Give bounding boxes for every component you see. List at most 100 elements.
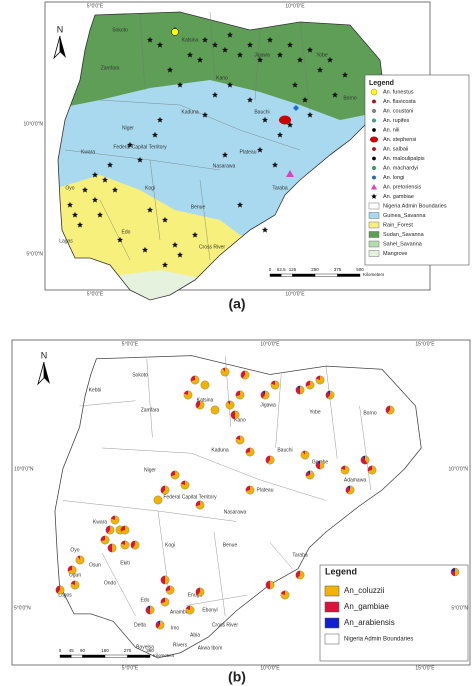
pie-slice [105, 525, 110, 534]
marker [127, 141, 133, 148]
state-label: Edo [122, 229, 131, 235]
legend-symbol [372, 118, 376, 123]
pie-slice [225, 400, 235, 410]
pie-slice [145, 606, 150, 615]
scale-label: 90 [80, 648, 86, 653]
scale-label: 360 [146, 648, 154, 653]
pie-slice [100, 535, 105, 542]
pie-slice [185, 605, 195, 615]
pie-slice [166, 585, 175, 595]
pie-slice [107, 543, 112, 553]
pie-outline [160, 485, 170, 495]
pie-outline [345, 485, 355, 495]
state-label: Ogun [69, 572, 81, 578]
pie-slice [101, 535, 110, 545]
pie-outline [153, 495, 163, 505]
scale-bar [104, 654, 128, 658]
north-label: N [41, 350, 48, 360]
state-label: Lagos [58, 592, 72, 598]
marker [82, 186, 88, 193]
pie-slice [230, 410, 235, 420]
lat-label: 5°0'0"N [14, 605, 31, 611]
marker [262, 116, 268, 123]
pie-outline [100, 535, 110, 545]
pie-outline [450, 567, 460, 577]
state-label: Ondo [104, 580, 116, 586]
pie-slice [305, 471, 310, 477]
marker [327, 56, 333, 63]
pie-slice [160, 597, 165, 604]
state-label: Cross River [212, 622, 238, 628]
state-label: Cross River [199, 244, 225, 250]
pie-slice [295, 570, 300, 579]
pie-outline [235, 435, 245, 445]
scale-bar [71, 654, 83, 658]
pie-outline [130, 540, 140, 550]
state-label: Kwara [93, 519, 107, 525]
pie-slice [197, 587, 205, 597]
pie-outline [220, 367, 230, 377]
marker [177, 81, 183, 88]
pie-slice [107, 525, 115, 535]
marker [222, 46, 228, 53]
pie-outline [280, 590, 290, 600]
pie-slice [197, 400, 205, 410]
pie-slice [220, 367, 230, 377]
legend-swatch [368, 250, 380, 257]
pie-slice [362, 455, 365, 460]
legend-label: Sahel_Savanna [383, 241, 423, 247]
state-label: Yobe [309, 409, 320, 415]
legend-label: Mangrove [383, 251, 407, 257]
state-label: Federal Capital Territory [163, 494, 217, 500]
marker [257, 146, 263, 153]
pie-slice [262, 390, 265, 395]
legend-label: An. funestus [383, 89, 414, 95]
pie-slice [245, 485, 250, 492]
pie-outline [305, 380, 315, 390]
legend-a-box [364, 74, 470, 266]
state-label: Ebonyi [202, 607, 217, 613]
pie-slice [157, 620, 165, 630]
scale-label: 375 [334, 267, 342, 272]
legend-label: An. nili [383, 127, 400, 133]
scale-bar [269, 273, 282, 277]
marker [72, 211, 78, 218]
pie-slice [387, 405, 395, 415]
pie-outline [155, 620, 165, 630]
pie-slice [191, 375, 200, 385]
legend-label: An. rupifes [383, 118, 410, 124]
pie-outline [120, 525, 130, 535]
pie-outline [70, 580, 80, 590]
legend-label: An_arabiensis [344, 618, 395, 627]
state-label: Taraba [292, 552, 308, 558]
panel-label: (a) [228, 296, 245, 312]
legend-label: An. pretoriensis [383, 184, 421, 190]
scale-label: 270 [124, 648, 132, 653]
north-arrow [53, 35, 61, 60]
pie-slice [222, 367, 225, 372]
scale-label: 180 [101, 648, 109, 653]
pie-outline [120, 540, 130, 550]
marker [212, 41, 218, 48]
scale-bar [82, 654, 106, 658]
state-label: Taraba [272, 185, 288, 191]
legend-label: An. stephensi [383, 137, 416, 143]
lon-label: 15°0'0"E [415, 665, 435, 671]
pie-slice [315, 461, 320, 470]
state-label: Borno [343, 95, 357, 101]
pie-slice [170, 470, 175, 477]
pie-slice [183, 390, 193, 400]
marker [302, 96, 308, 103]
state-label: Adamawa [344, 477, 366, 483]
pie-slice [200, 380, 210, 390]
legend-swatch [368, 221, 380, 229]
marker [277, 131, 283, 138]
pie-slice [184, 390, 188, 395]
panel-a-map [57, 11, 386, 301]
pie-slice [262, 390, 270, 400]
pie-outline [260, 390, 270, 400]
pie-slice [75, 555, 85, 565]
scale-bar [59, 654, 72, 658]
lon-label: 10°0'0"E [260, 341, 280, 347]
pie-slice [235, 435, 245, 445]
